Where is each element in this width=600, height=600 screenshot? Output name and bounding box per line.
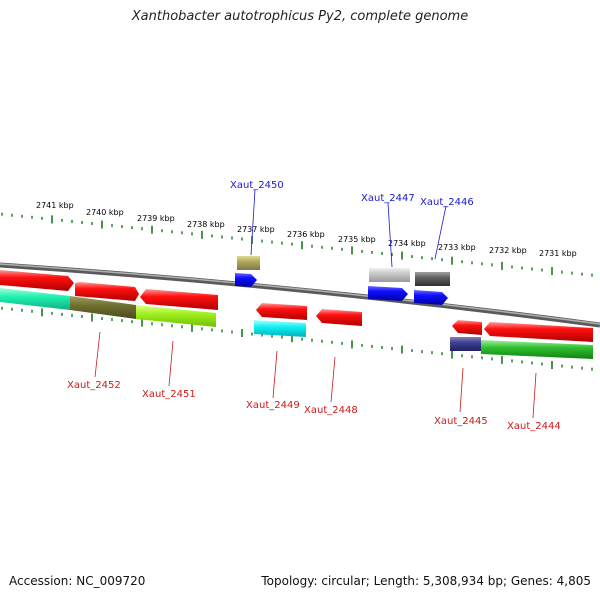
leader-xaut-2446	[434, 205, 447, 260]
gene-xaut-2444-block	[481, 340, 593, 359]
gene-xaut-2448b-arrow	[316, 309, 362, 326]
leader-xaut-2450	[250, 189, 256, 256]
leader-xaut-2451	[168, 340, 174, 387]
gene-labels: Xaut_2450 Xaut_2447 Xaut_2446 Xaut_2452 …	[67, 180, 561, 432]
scale-label-2732: 2732 kbp	[489, 246, 527, 255]
leader-xaut-2447	[387, 202, 393, 268]
gene-xaut-2445-block	[450, 337, 481, 351]
gene-xaut-2447b-arrow	[368, 286, 408, 301]
gene-xaut-2451-arrow	[75, 282, 139, 301]
scale-label-2736: 2736 kbp	[287, 230, 325, 239]
scale-label-2738: 2738 kbp	[187, 220, 225, 229]
gene-xaut-2444-arrow	[484, 322, 593, 342]
gene-xaut-2450-block	[237, 256, 260, 270]
leader-xaut-2444	[532, 372, 537, 419]
genome-summary-text: Topology: circular; Length: 5,308,934 bp…	[261, 574, 591, 588]
label-xaut-2450: Xaut_2450	[230, 180, 284, 191]
label-xaut-2446: Xaut_2446	[420, 197, 474, 208]
gene-xaut-2449-block	[254, 320, 306, 337]
upper-genes	[235, 256, 450, 305]
leader-xaut-2448	[330, 356, 336, 403]
leader-lines	[94, 189, 537, 419]
scale-label-2731: 2731 kbp	[539, 249, 577, 258]
top-strand-genes	[0, 270, 593, 342]
label-xaut-2447: Xaut_2447	[361, 193, 415, 204]
lower-tick-row	[1, 306, 593, 371]
scale-label-2740: 2740 kbp	[86, 208, 124, 217]
upper-tick-row	[1, 212, 593, 277]
scale-label-2741: 2741 kbp	[36, 201, 74, 210]
scale-labels: 2741 kbp 2740 kbp 2739 kbp 2738 kbp 2737…	[36, 201, 577, 258]
label-xaut-2449: Xaut_2449	[246, 400, 300, 411]
gene-xaut-2451-block	[70, 296, 136, 319]
gene-xaut-2452-block	[0, 288, 70, 310]
label-xaut-2452: Xaut_2452	[67, 380, 121, 391]
gene-xaut-2448-arrow	[256, 303, 307, 320]
map-title: Xanthobacter autotrophicus Py2, complete…	[131, 9, 469, 24]
gene-xaut-2449-arrow	[140, 289, 218, 310]
scale-label-2739: 2739 kbp	[137, 214, 175, 223]
lower-genes	[0, 288, 593, 359]
gene-xaut-2447-block	[369, 268, 410, 282]
leader-xaut-2449	[272, 350, 278, 399]
leader-xaut-2452	[94, 331, 101, 378]
scale-label-2735: 2735 kbp	[338, 235, 376, 244]
backbone	[0, 262, 600, 328]
accession-text: Accession: NC_009720	[9, 574, 146, 588]
label-xaut-2448: Xaut_2448	[304, 405, 358, 416]
leader-xaut-2445	[459, 367, 464, 413]
scale-label-2737: 2737 kbp	[237, 225, 275, 234]
gene-xaut-2452-arrow	[0, 270, 74, 291]
label-xaut-2445: Xaut_2445	[434, 416, 488, 427]
label-xaut-2444: Xaut_2444	[507, 421, 561, 432]
scale-label-2734: 2734 kbp	[388, 239, 426, 248]
gene-xaut-2450b-arrow	[235, 273, 257, 287]
gene-xaut-2446-block	[415, 272, 450, 286]
gene-xaut-2446b-arrow	[414, 290, 448, 305]
label-xaut-2451: Xaut_2451	[142, 389, 196, 400]
gene-xaut-2451b-block	[136, 305, 216, 327]
scale-label-2733: 2733 kbp	[438, 243, 476, 252]
gene-xaut-2445-arrow	[452, 320, 482, 335]
